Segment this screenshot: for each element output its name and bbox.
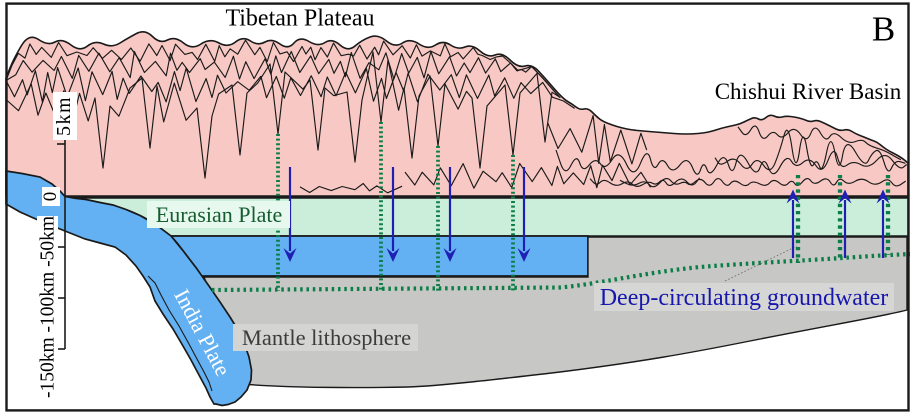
svg-text:Deep-circulating groundwater: Deep-circulating groundwater bbox=[600, 285, 889, 311]
svg-text:-150km -100km -50km: -150km -100km -50km bbox=[38, 216, 59, 398]
svg-text:Chishui River Basin: Chishui River Basin bbox=[715, 79, 902, 104]
svg-text:B: B bbox=[872, 10, 895, 49]
svg-text:Tibetan Plateau: Tibetan Plateau bbox=[225, 6, 374, 32]
svg-text:Eurasian Plate: Eurasian Plate bbox=[156, 202, 282, 227]
svg-text:Mantle lithosphere: Mantle lithosphere bbox=[242, 325, 411, 350]
svg-text:5km: 5km bbox=[53, 96, 75, 136]
svg-text:0: 0 bbox=[40, 192, 61, 202]
